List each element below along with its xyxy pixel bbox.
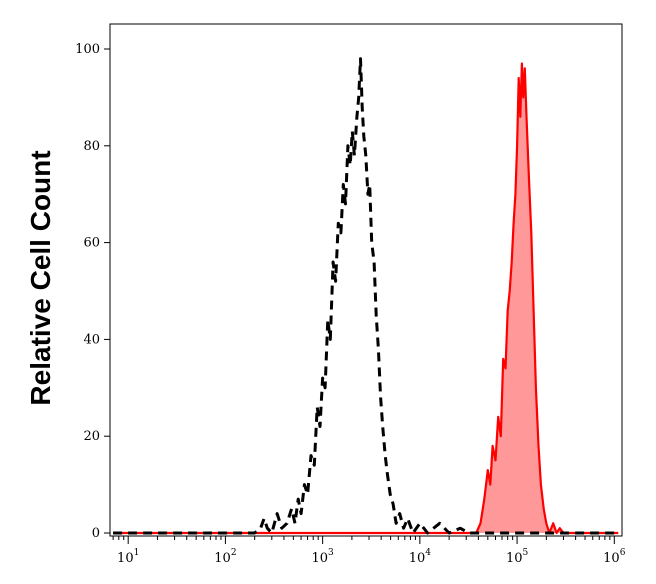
x-tick-label-1000000: 106	[603, 548, 626, 566]
x-tick-label-100: 102	[214, 548, 236, 566]
y-tick-label-80: 80	[83, 139, 100, 154]
series-0-line	[113, 57, 619, 535]
x-tick-label-10000: 104	[409, 548, 432, 566]
y-tick-label-20: 20	[83, 429, 100, 444]
series-layer	[113, 57, 619, 535]
y-tick-label-40: 40	[83, 332, 100, 347]
y-axis: 0 20 40 60 80 100	[75, 42, 110, 541]
y-axis-label: Relative Cell Count	[25, 150, 56, 405]
plot-border	[109, 23, 623, 537]
x-tick-label-100000: 105	[506, 548, 529, 566]
series-1-line	[113, 62, 619, 535]
x-tick-label-1000: 103	[311, 548, 334, 566]
y-tick-label-60: 60	[83, 236, 100, 251]
plot-frame	[109, 23, 623, 537]
y-tick-label-100: 100	[75, 42, 100, 57]
series-1-fill	[113, 63, 619, 533]
y-tick-label-0: 0	[92, 526, 100, 541]
x-axis: 101 102 103 104 105 106	[112, 536, 626, 566]
x-tick-label-10: 101	[117, 548, 139, 566]
